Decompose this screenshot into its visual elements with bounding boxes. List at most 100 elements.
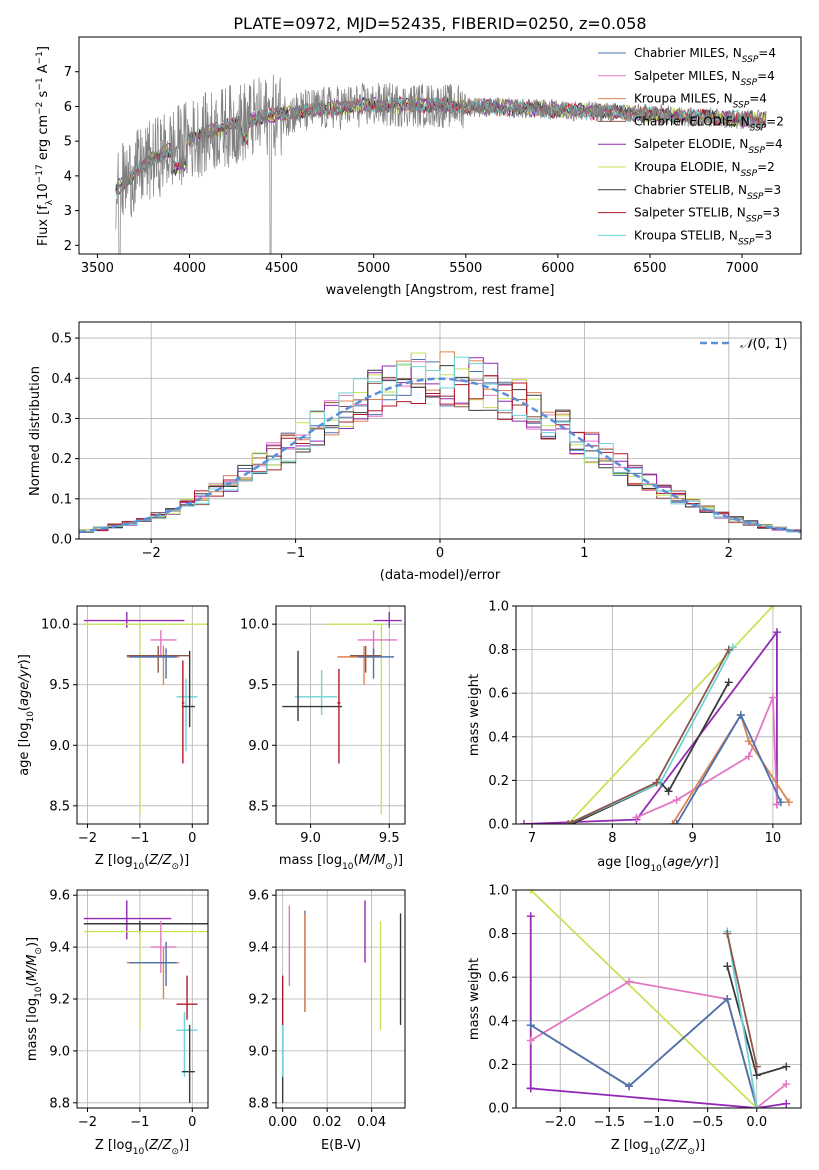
legend-entry: Salpeter STELIB, NSSP=3 xyxy=(634,206,780,225)
weight-marker xyxy=(772,628,781,637)
y-axis-label: mass weight xyxy=(467,674,482,756)
weight-line xyxy=(523,629,778,824)
legend-entry: Chabrier STELIB, NSSP=3 xyxy=(634,183,781,202)
y-tick-label: 9.4 xyxy=(248,941,269,956)
x-tick-label: 7 xyxy=(528,831,536,846)
weight-marker xyxy=(526,1084,535,1093)
y-axis-label: Flux [fλ10−17 erg cm−2 s−1 A−1] xyxy=(35,46,55,246)
mass_vs_Z-grid xyxy=(77,890,208,1108)
x-axis-label: Z [log10(Z/Z⊙)] xyxy=(95,1138,189,1157)
weight-marker xyxy=(668,820,677,824)
weight-marker xyxy=(632,813,641,822)
weight-marker xyxy=(723,995,732,1003)
y-tick-label: 7 xyxy=(64,65,72,80)
data-point xyxy=(176,975,198,1020)
mass_vs_EBV-grid xyxy=(276,890,405,1108)
y-tick-label: 9.2 xyxy=(248,993,269,1008)
weight-marker xyxy=(526,1021,535,1030)
mass_vs_Z-frame xyxy=(76,889,209,1109)
weight-line xyxy=(636,697,778,819)
weight_vs_age-axes: 7 8 9 10 0.0 0.2 0.4 0.6 0.8 1.0 age [log10(age/yr… xyxy=(467,600,802,874)
age_vs_mass-frame xyxy=(275,605,406,825)
weight-marker xyxy=(744,737,753,746)
plots-layer: 3500 4000 4500 5000 5500 6000 6500 7000234567Ch… xyxy=(17,36,802,1157)
weight-marker xyxy=(723,929,732,938)
figure-title: PLATE=0972, MJD=52435, FIBERID=0250, z=0… xyxy=(233,14,646,33)
y-tick-label: 0.4 xyxy=(488,1014,509,1029)
weight-marker xyxy=(664,787,673,796)
y-tick-label: 9.0 xyxy=(49,739,70,754)
data-point xyxy=(337,668,341,764)
x-tick-label: −0.5 xyxy=(692,1115,724,1130)
y-tick-label: 9.2 xyxy=(49,993,70,1008)
data-point xyxy=(176,1011,198,1077)
weight-marker xyxy=(625,1082,634,1091)
x-tick-label: 0.02 xyxy=(313,1115,342,1130)
weight-marker xyxy=(564,820,573,824)
weight-marker xyxy=(752,1062,761,1071)
y-tick-label: 8.5 xyxy=(49,799,70,814)
weight-marker xyxy=(526,1036,535,1045)
spectrum-axes: 3500 4000 4500 5000 5500 6000 6500 7000 2 3 4 5 6 7 Ch… xyxy=(35,36,802,298)
y-tick-label: 8.8 xyxy=(248,1096,269,1111)
residual-histogram xyxy=(79,356,801,539)
y-tick-label: 0.6 xyxy=(488,687,509,702)
y-tick-label: 9.0 xyxy=(248,739,269,754)
weight-line xyxy=(571,681,730,824)
spectrum-frame xyxy=(78,36,802,255)
weight-marker xyxy=(768,693,777,702)
y-tick-label: 6 xyxy=(64,100,72,115)
weight_vs_Z-axes: −2.0 −1.5 −1.0 −0.5 0.0 0.0 0.2 0.4 0.6 0.8 1.0 Z [… xyxy=(467,884,802,1157)
weight-marker xyxy=(728,643,737,652)
age_vs_Z-grid xyxy=(77,606,208,824)
data-point xyxy=(337,645,374,685)
weight-marker xyxy=(520,820,529,824)
x-tick-label: 0.0 xyxy=(746,1115,767,1130)
weight-line xyxy=(530,890,758,1108)
age_vs_Z-frame xyxy=(76,605,209,825)
weight-marker xyxy=(672,820,681,824)
legend-entry: Kroupa ELODIE, NSSP=2 xyxy=(634,160,775,179)
age_vs_mass-axes: 9.0 9.5 8.5 9.0 9.5 10.0 mass [log10(M/M⊙)] xyxy=(240,605,406,872)
weight-marker xyxy=(768,606,777,610)
residuals-axes: −2 −1 0 1 2 0.0 0.1 0.2 0.3 0.4 0.5 𝒩(0, 1) (data-mo… xyxy=(28,321,802,583)
weight-line xyxy=(530,997,758,1108)
y-tick-label: 0.8 xyxy=(488,927,509,942)
weight-marker xyxy=(625,977,634,986)
data-point xyxy=(181,660,185,764)
weight-marker xyxy=(776,798,785,807)
weight-marker xyxy=(782,1062,791,1071)
data-point xyxy=(357,648,394,679)
y-tick-label: 3 xyxy=(64,204,72,219)
x-tick-label: 0 xyxy=(188,1115,196,1130)
x-tick-label: 8 xyxy=(608,831,616,846)
x-tick-label: 0.04 xyxy=(357,1115,386,1130)
data-point xyxy=(83,900,172,940)
y-tick-label: 0.6 xyxy=(488,971,509,986)
weight-line xyxy=(567,606,774,824)
spectrum-plot-area xyxy=(115,74,767,254)
data-point xyxy=(129,648,177,679)
weight-marker xyxy=(526,890,535,894)
weight-line xyxy=(529,916,787,1108)
x-tick-label: 6000 xyxy=(541,261,574,276)
weight-marker xyxy=(724,645,733,654)
y-tick-label: 0.0 xyxy=(488,818,509,833)
y-tick-label: 0.2 xyxy=(488,1058,509,1073)
y-axis-label: mass [log10(M/M⊙)] xyxy=(25,937,44,1061)
y-tick-label: 0.8 xyxy=(488,643,509,658)
age_vs_Z-axes: −2 −1 0 8.5 9.0 9.5 10.0 Z [log10(Z/Z⊙)] age [lo… xyxy=(17,605,209,872)
x-tick-label: −1 xyxy=(130,831,149,846)
residuals-plot-area xyxy=(79,351,801,539)
y-tick-label: 9.4 xyxy=(49,941,70,956)
weight-marker xyxy=(672,796,681,805)
y-tick-label: 1.0 xyxy=(488,884,509,899)
data-point xyxy=(326,623,385,815)
y-tick-label: 8.5 xyxy=(248,799,269,814)
weight-line xyxy=(726,933,758,1067)
data-point xyxy=(176,678,198,752)
y-tick-label: 0.1 xyxy=(51,492,72,507)
x-tick-label: 0 xyxy=(188,831,196,846)
legend-entry: Kroupa MILES, NSSP=4 xyxy=(634,92,767,111)
residuals-frame xyxy=(78,321,802,540)
